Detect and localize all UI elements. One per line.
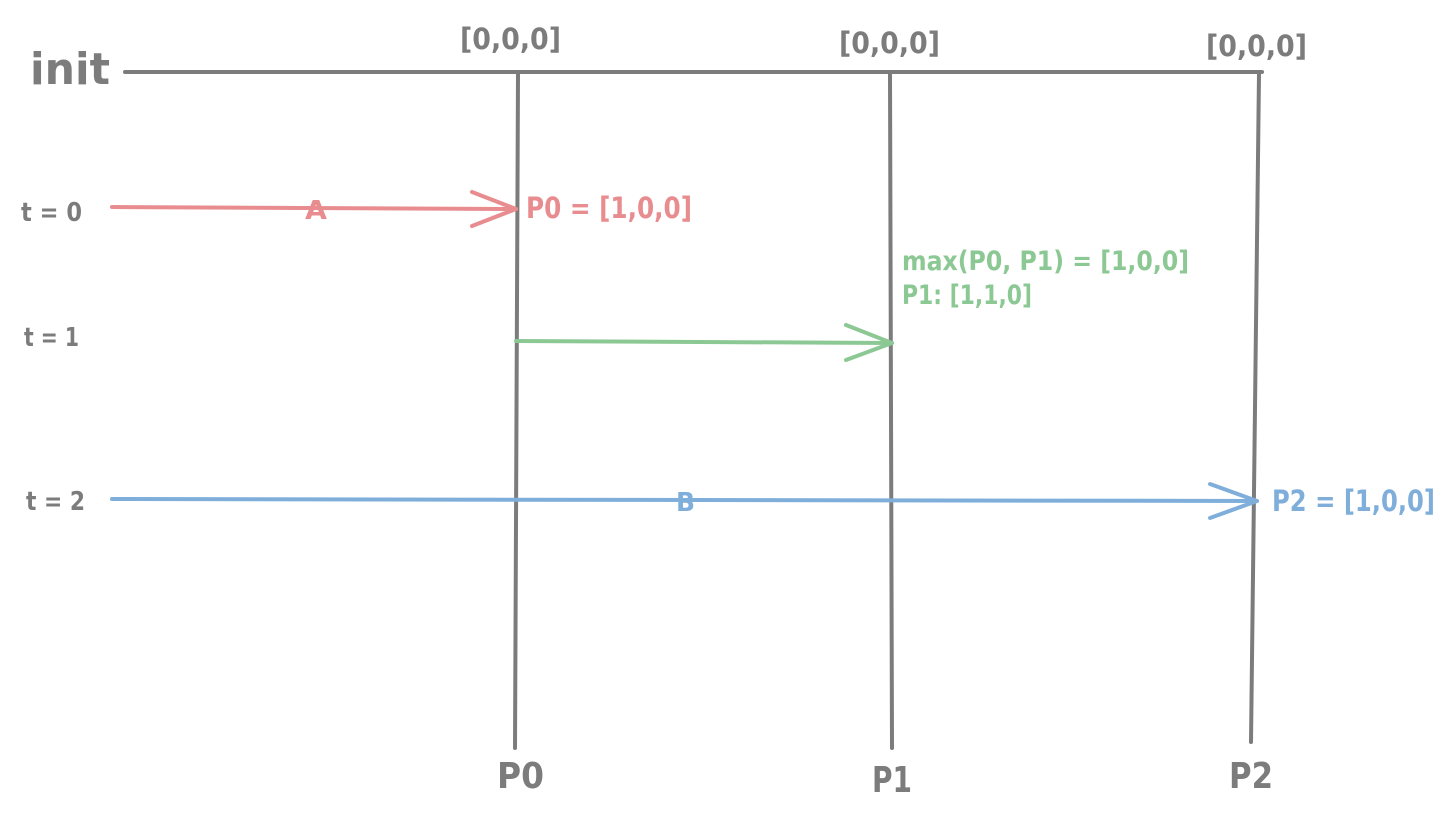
time-label-t0: t = 0 — [21, 198, 82, 228]
p0-timeline — [513, 72, 520, 750]
time-label-t2: t = 2 — [26, 487, 85, 517]
event-a-arrowhead — [470, 190, 518, 228]
event-a-result: P0 = [1,0,0] — [526, 191, 692, 225]
p1-initial-vector: [0,0,0] — [839, 26, 940, 60]
event-a-arrow — [110, 205, 518, 211]
init-label: init — [30, 44, 110, 95]
event-b-arrow — [110, 497, 1259, 503]
p0-initial-vector: [0,0,0] — [460, 22, 561, 56]
event-b-arrowhead — [1208, 482, 1259, 520]
event-a-label: A — [305, 196, 327, 226]
p1-timeline — [888, 72, 894, 750]
process-label-p1: P1 — [872, 760, 912, 801]
p1-merge-max: max(P0, P1) = [1,0,0] — [902, 246, 1189, 277]
p2-initial-vector: [0,0,0] — [1206, 29, 1307, 63]
event-b-label: B — [676, 488, 695, 518]
message-p0-to-p1-arrow — [514, 339, 894, 345]
p1-merge-result: P1: [1,1,0] — [902, 280, 1032, 311]
message-p0-to-p1-arrowhead — [844, 323, 894, 362]
process-label-p2: P2 — [1229, 756, 1273, 797]
time-label-t1: t = 1 — [24, 323, 79, 353]
p2-timeline — [1249, 72, 1261, 744]
event-b-result: P2 = [1,0,0] — [1272, 484, 1435, 518]
process-label-p0: P0 — [497, 756, 544, 797]
